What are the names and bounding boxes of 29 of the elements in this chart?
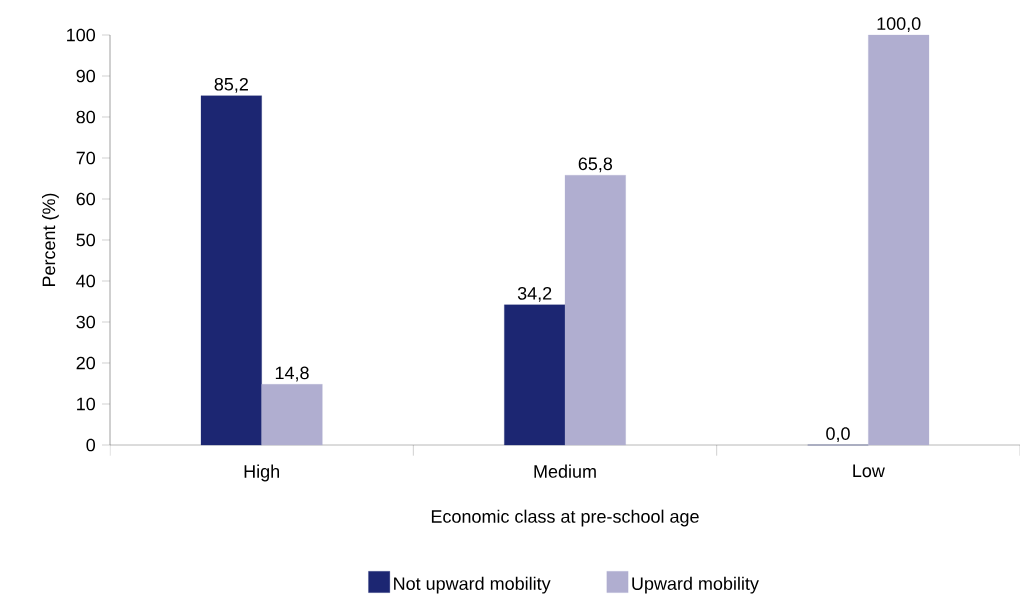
y-tick-label: 50 <box>76 233 96 247</box>
y-tick-label: 30 <box>76 315 96 329</box>
y-tick-label: 90 <box>76 69 96 83</box>
bar <box>261 384 323 446</box>
bar <box>504 304 566 446</box>
data-label: 14,8 <box>275 366 309 382</box>
y-tick-label: 20 <box>76 356 96 370</box>
bar <box>868 34 930 446</box>
legend-label: Not upward mobility <box>394 576 551 594</box>
y-tick-label: 70 <box>76 151 96 165</box>
data-label: 0,0 <box>826 427 850 443</box>
data-label: 65,8 <box>578 157 613 173</box>
x-axis-title: Economic class at pre-school age <box>431 509 699 527</box>
data-label: 85,2 <box>214 77 248 93</box>
data-label: 100,0 <box>877 17 921 33</box>
x-tick-label: High <box>244 464 280 482</box>
y-tick-label: 0 <box>86 438 96 452</box>
x-tick-label: Medium <box>534 464 596 478</box>
bar <box>200 95 262 446</box>
y-tick-label: 100 <box>67 28 96 42</box>
y-tick-label: 80 <box>76 110 96 124</box>
x-tick-label: Low <box>853 464 885 478</box>
y-tick-label: 60 <box>76 192 96 206</box>
y-tick-label: 10 <box>77 397 96 411</box>
legend-label: Upward mobility <box>632 576 759 594</box>
bar <box>564 175 626 446</box>
y-tick-label: 40 <box>76 274 96 288</box>
y-axis-title: Percent (%) <box>42 193 59 287</box>
data-label: 34,2 <box>517 286 552 302</box>
